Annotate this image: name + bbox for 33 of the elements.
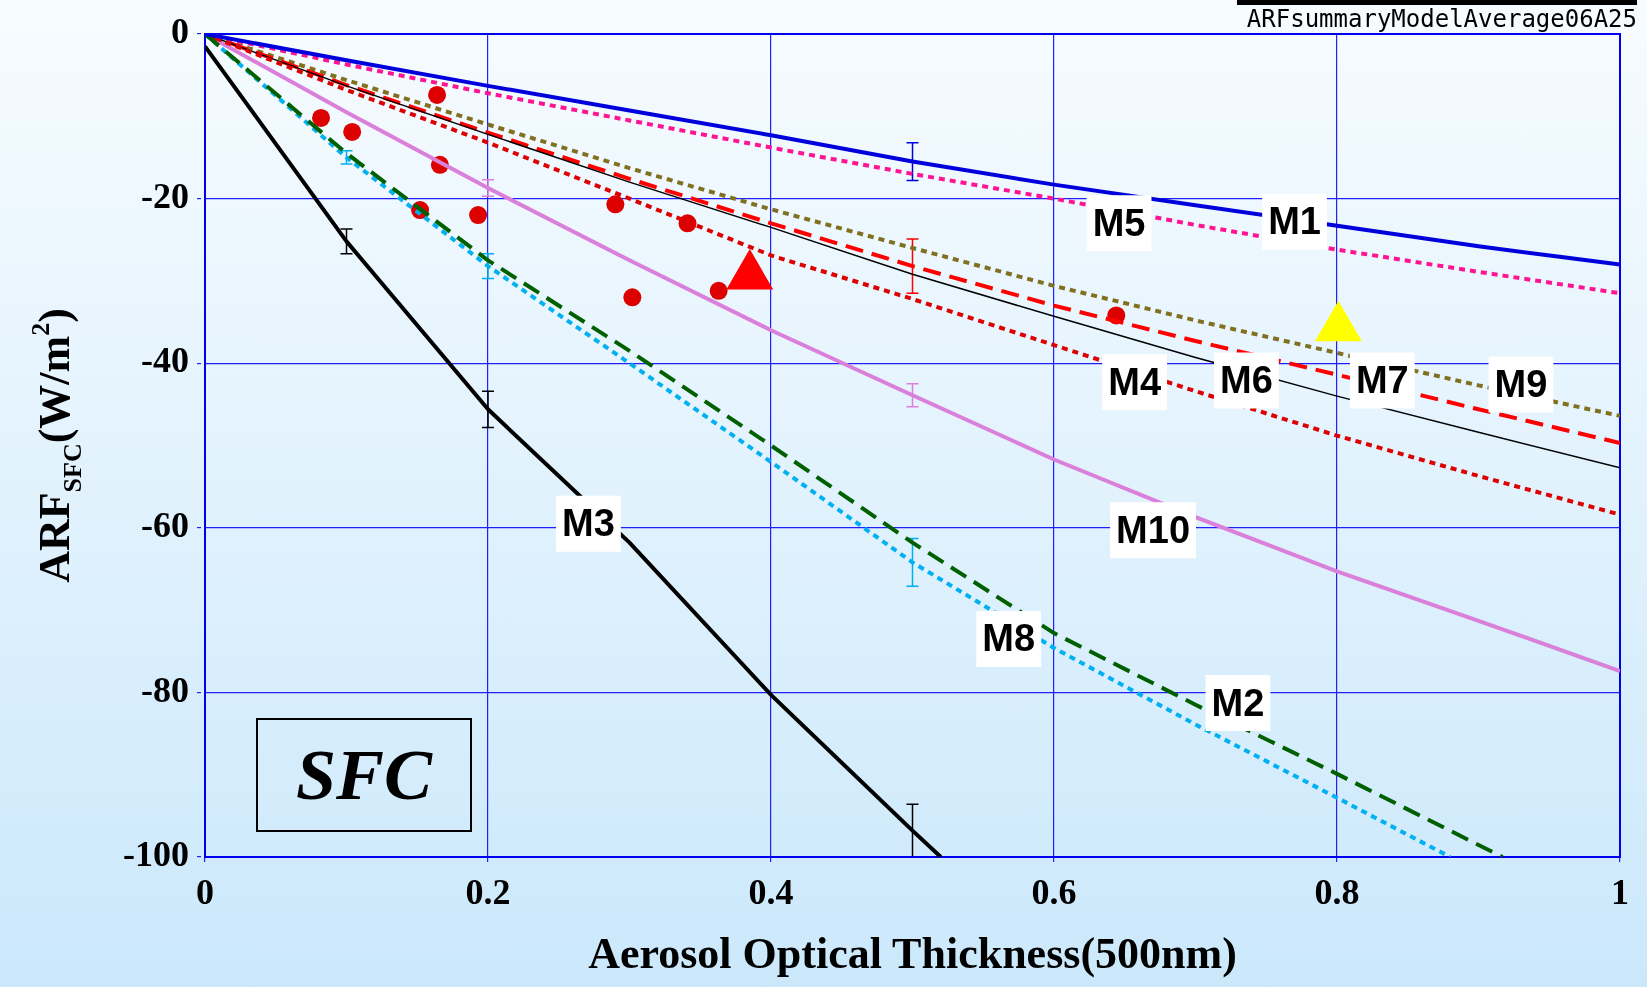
- series-label: M2: [1211, 681, 1265, 724]
- series-label: M3: [562, 502, 615, 545]
- point: [428, 85, 447, 104]
- y-tick-label: 0: [171, 11, 189, 52]
- y-tick-label: -40: [141, 340, 189, 381]
- x-tick-label: 0: [196, 871, 214, 912]
- annotation: SFC: [256, 718, 472, 832]
- series-label: M6: [1220, 358, 1273, 401]
- x-tick-label: 0.4: [748, 871, 794, 912]
- y-tick-label: -20: [141, 175, 189, 216]
- text: ARFsummaryModelAverage06A25: [1236, 0, 1637, 33]
- point: [606, 195, 625, 214]
- y-axis-title: ARFSFC(W/m2): [26, 308, 87, 583]
- series-label: M8: [982, 617, 1036, 660]
- series-label: M4: [1108, 360, 1162, 403]
- series-label: M7: [1355, 358, 1409, 401]
- y-tick-label: -100: [123, 834, 189, 875]
- point: [312, 108, 331, 127]
- x-tick-label: 0.8: [1314, 871, 1360, 912]
- x-axis-title: Aerosol Optical Thickness(500nm): [588, 928, 1237, 978]
- point: [343, 122, 362, 141]
- y-tick-label: -80: [141, 669, 189, 710]
- series-label: M10: [1116, 508, 1191, 551]
- x-tick-label: 0.6: [1031, 871, 1077, 912]
- x-tick-label: 0.2: [465, 871, 511, 912]
- point: [709, 281, 728, 300]
- series-label: M9: [1494, 363, 1548, 406]
- y-tick-label: -60: [141, 505, 189, 546]
- series-label: M5: [1092, 201, 1146, 244]
- point: [469, 206, 488, 225]
- series-label: M1: [1268, 200, 1321, 243]
- point: [623, 288, 642, 307]
- x-tick-label: 1: [1611, 871, 1629, 912]
